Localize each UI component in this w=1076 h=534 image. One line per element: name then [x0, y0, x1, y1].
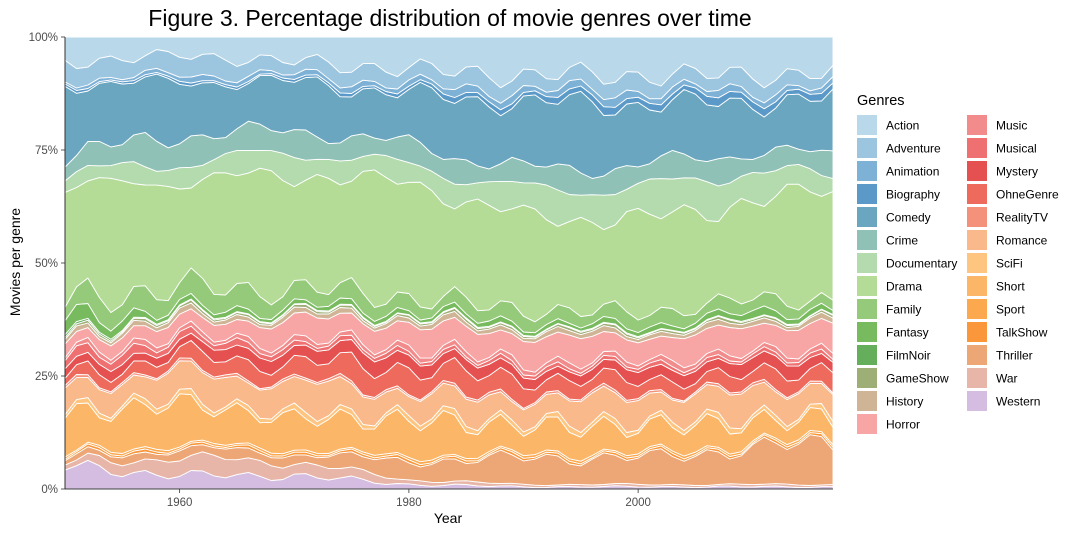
legend-swatch — [967, 391, 987, 411]
legend-item-sport: Sport — [967, 299, 1025, 319]
legend-item-crime: Crime — [857, 230, 918, 250]
legend-swatch — [857, 253, 877, 273]
legend-label: Action — [886, 119, 919, 133]
legend-label: SciFi — [996, 257, 1023, 271]
legend-label: War — [996, 372, 1018, 386]
legend-label: Comedy — [886, 211, 931, 225]
legend-swatch — [857, 368, 877, 388]
y-tick-label: 50% — [35, 258, 58, 270]
legend-swatch — [967, 115, 987, 135]
legend-label: Crime — [886, 234, 918, 248]
legend-item-short: Short — [967, 276, 1025, 296]
legend-label: Romance — [996, 234, 1048, 248]
legend-item-romance: Romance — [967, 230, 1048, 250]
legend-label: OhneGenre — [996, 188, 1059, 202]
axes: 0% 25% 50% 75% 100% 1960 1980 2000 — [29, 32, 833, 509]
legend-item-comedy: Comedy — [857, 207, 931, 227]
legend-label: Thriller — [996, 349, 1033, 363]
legend-swatch — [967, 138, 987, 158]
legend-swatch — [967, 207, 987, 227]
legend-item-fantasy: Fantasy — [857, 322, 929, 342]
legend-label: Adventure — [886, 142, 941, 156]
legend-swatch — [967, 368, 987, 388]
legend-label: Animation — [886, 165, 939, 179]
x-tick-label: 2000 — [625, 497, 651, 509]
legend-swatch — [967, 299, 987, 319]
y-tick-label: 25% — [35, 371, 58, 383]
legend-swatch — [857, 322, 877, 342]
legend-swatch — [857, 138, 877, 158]
legend-label: Biography — [886, 188, 940, 202]
legend-title: Genres — [857, 93, 905, 109]
legend-label: TalkShow — [996, 326, 1048, 340]
legend-swatch — [967, 322, 987, 342]
legend-swatch — [967, 184, 987, 204]
legend-label: Musical — [996, 142, 1037, 156]
legend-item-scifi: SciFi — [967, 253, 1023, 273]
legend-swatch — [967, 253, 987, 273]
legend-item-drama: Drama — [857, 276, 922, 296]
legend-swatch — [967, 230, 987, 250]
legend-label: Horror — [886, 418, 920, 432]
legend-label: Documentary — [886, 257, 957, 271]
chart-title: Figure 3. Percentage distribution of mov… — [148, 5, 751, 31]
legend-item-animation: Animation — [857, 161, 939, 181]
x-axis-title: Year — [434, 510, 463, 526]
legend-label: Drama — [886, 280, 922, 294]
legend-label: Sport — [996, 303, 1025, 317]
legend-swatch — [857, 391, 877, 411]
y-tick-label: 0% — [41, 484, 58, 496]
legend-label: RealityTV — [996, 211, 1048, 225]
legend-swatch — [857, 345, 877, 365]
legend-label: History — [886, 395, 923, 409]
legend-swatch — [857, 184, 877, 204]
legend-item-horror: Horror — [857, 414, 920, 434]
legend-item-realitytv: RealityTV — [967, 207, 1048, 227]
legend-item-talkshow: TalkShow — [967, 322, 1048, 342]
legend: Genres Action Adventure Animation Biography… — [857, 93, 1059, 434]
legend-item-adventure: Adventure — [857, 138, 941, 158]
legend-item-ohnegenre: OhneGenre — [967, 184, 1059, 204]
legend-swatch — [967, 276, 987, 296]
legend-item-mystery: Mystery — [967, 161, 1038, 181]
legend-swatch — [857, 414, 877, 434]
legend-item-musical: Musical — [967, 138, 1037, 158]
legend-item-family: Family — [857, 299, 921, 319]
x-tick-label: 1960 — [167, 497, 193, 509]
y-axis-title: Movies per genre — [7, 208, 23, 316]
legend-label: FilmNoir — [886, 349, 931, 363]
legend-item-biography: Biography — [857, 184, 940, 204]
legend-label: Music — [996, 119, 1027, 133]
area-action — [64, 36, 834, 89]
legend-label: Short — [996, 280, 1025, 294]
plot-area — [64, 36, 834, 490]
legend-item-history: History — [857, 391, 923, 411]
legend-swatch — [967, 161, 987, 181]
y-tick-label: 75% — [35, 145, 58, 157]
legend-swatch — [967, 345, 987, 365]
x-tick-label: 1980 — [396, 497, 422, 509]
legend-label: GameShow — [886, 372, 949, 386]
legend-swatch — [857, 276, 877, 296]
legend-label: Western — [996, 395, 1040, 409]
y-tick-label: 100% — [29, 32, 58, 44]
legend-item-gameshow: GameShow — [857, 368, 949, 388]
legend-swatch — [857, 207, 877, 227]
legend-label: Family — [886, 303, 921, 317]
legend-item-action: Action — [857, 115, 919, 135]
legend-swatch — [857, 299, 877, 319]
legend-item-thriller: Thriller — [967, 345, 1033, 365]
legend-label: Mystery — [996, 165, 1038, 179]
legend-label: Fantasy — [886, 326, 929, 340]
legend-item-documentary: Documentary — [857, 253, 957, 273]
legend-item-filmnoir: FilmNoir — [857, 345, 931, 365]
legend-item-war: War — [967, 368, 1018, 388]
legend-swatch — [857, 115, 877, 135]
legend-swatch — [857, 230, 877, 250]
legend-item-music: Music — [967, 115, 1027, 135]
legend-swatch — [857, 161, 877, 181]
legend-item-western: Western — [967, 391, 1040, 411]
